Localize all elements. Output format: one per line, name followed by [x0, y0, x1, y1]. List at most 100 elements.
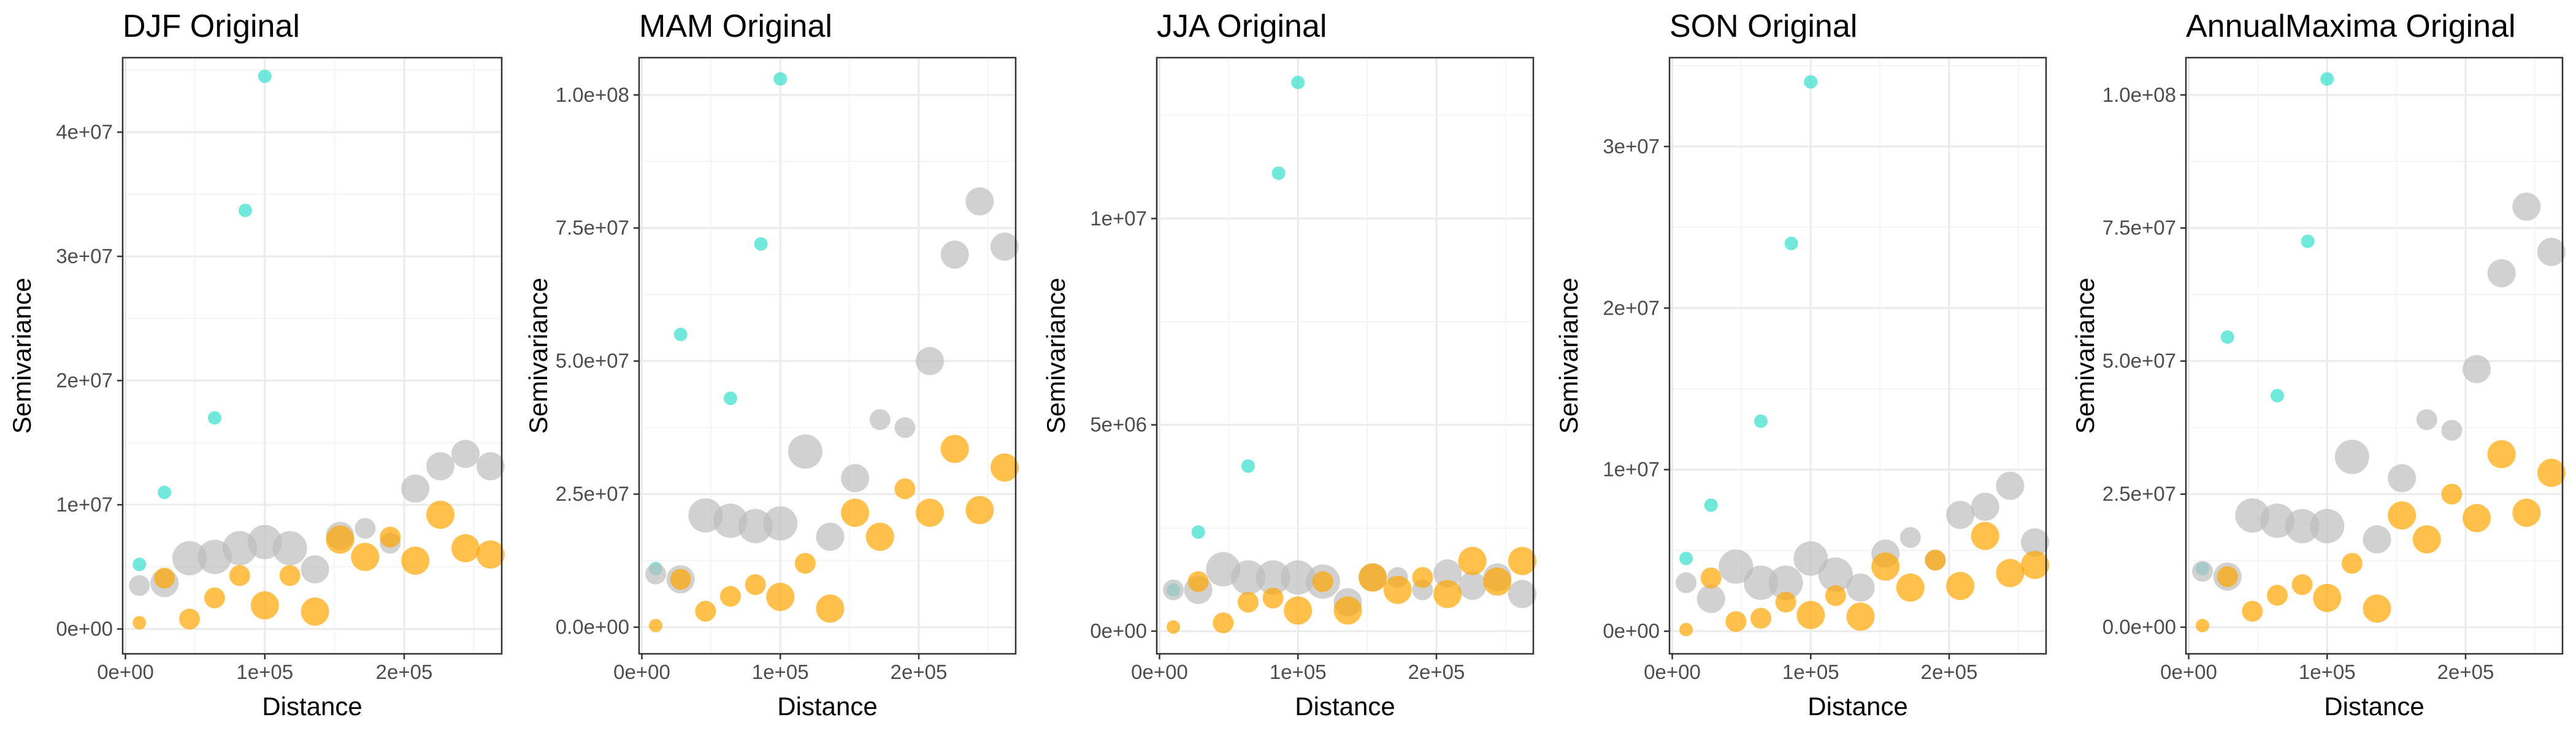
data-point [816, 594, 845, 623]
x-tick-label: 2e+05 [2437, 661, 2494, 683]
data-point [1775, 591, 1796, 613]
data-point [865, 523, 894, 551]
data-point [451, 534, 480, 562]
data-point [2363, 594, 2391, 623]
data-point [673, 328, 688, 342]
data-point [1846, 573, 1875, 602]
data-point [2301, 234, 2315, 248]
data-point [401, 474, 430, 503]
data-point [1996, 559, 2025, 588]
data-point [476, 540, 505, 569]
data-point [965, 496, 994, 524]
x-tick-label: 2e+05 [891, 661, 948, 683]
data-point [1899, 527, 1921, 548]
y-tick-label: 7.5e+07 [556, 217, 629, 239]
y-axis-label: Semivariance [2071, 278, 2099, 434]
x-axis-label: Distance [2324, 692, 2424, 721]
data-point [1271, 166, 1286, 180]
chart-title: AnnualMaxima Original [2186, 9, 2516, 44]
data-point [1458, 546, 1487, 575]
data-point [2020, 528, 2049, 557]
data-point [1213, 612, 1234, 634]
x-axis-label: Distance [1807, 692, 1907, 721]
data-point [272, 531, 307, 565]
y-tick-label: 3e+07 [1603, 135, 1660, 158]
data-point [2220, 330, 2234, 344]
data-point [172, 541, 207, 576]
y-tick-label: 5.0e+07 [2103, 350, 2176, 372]
data-point [2416, 409, 2437, 431]
data-point [990, 232, 1019, 261]
data-point [916, 499, 945, 527]
data-point [2487, 440, 2516, 469]
y-tick-label: 2.5e+07 [2103, 483, 2176, 505]
data-point [1796, 600, 1825, 629]
data-point [451, 439, 480, 468]
data-point [1818, 557, 1853, 592]
y-axis-label: Semivariance [524, 278, 553, 434]
data-point [2512, 193, 2541, 221]
x-tick-label: 1e+05 [752, 661, 809, 683]
data-point [940, 240, 969, 269]
data-point [1383, 575, 1412, 604]
data-point [250, 591, 279, 620]
data-point [1508, 546, 1536, 575]
data-point [670, 569, 691, 590]
data-point [301, 555, 329, 584]
data-point [1754, 414, 1768, 428]
data-point [1768, 565, 1803, 600]
data-point [207, 411, 221, 425]
data-point [1846, 602, 1875, 631]
data-point [2285, 508, 2320, 543]
data-point [2334, 439, 2369, 474]
data-point [645, 563, 667, 585]
y-tick-label: 2e+07 [56, 369, 113, 392]
data-point [2537, 458, 2566, 487]
y-tick-label: 0e+00 [1090, 619, 1147, 642]
chart-title: MAM Original [639, 9, 832, 44]
data-point [2441, 420, 2463, 441]
data-point [1679, 623, 1693, 637]
data-point [1700, 567, 1722, 589]
data-point [2537, 237, 2566, 266]
data-point [1676, 572, 1697, 594]
y-tick-label: 4e+07 [56, 121, 113, 144]
scatter-panel: 0e+00 1e+05 2e+05 0e+00 1e+07 2e+07 3e+07 4e+07… [7, 9, 505, 721]
data-point [2512, 499, 2541, 527]
x-tick-label: 1e+05 [1270, 661, 1327, 683]
panel-border [2185, 56, 2564, 655]
data-point [738, 508, 773, 543]
y-axis-label: Semivariance [1041, 278, 1070, 434]
data-point [2313, 583, 2342, 612]
data-point [1255, 560, 1290, 595]
data-point [2412, 525, 2441, 554]
data-point [649, 619, 663, 633]
plot-background [639, 58, 1016, 654]
y-tick-label: 2.5e+07 [556, 483, 629, 505]
data-point [1871, 552, 1900, 581]
data-point [773, 72, 788, 86]
data-point [1241, 459, 1255, 473]
scatter-panel: 0e+00 1e+05 2e+05 0.0e+00 2.5e+07 5.0e+07 7.5e… [2071, 9, 2566, 721]
y-tick-label: 5.0e+07 [556, 350, 629, 372]
data-point [1725, 611, 1747, 632]
data-point [1679, 551, 1693, 565]
y-tick-label: 0e+00 [56, 618, 113, 640]
y-tick-label: 3e+07 [56, 245, 113, 267]
x-tick-label: 0e+00 [1644, 661, 1701, 683]
data-point [355, 518, 376, 539]
data-point [132, 558, 147, 572]
data-point [723, 391, 737, 405]
data-point [763, 506, 798, 541]
data-point [1804, 75, 1818, 89]
data-point [1359, 563, 1387, 592]
x-tick-label: 2e+05 [376, 661, 433, 683]
x-tick-label: 2e+05 [1408, 661, 1465, 683]
y-tick-label: 2e+07 [1603, 296, 1660, 319]
x-axis-label: Distance [1295, 692, 1395, 721]
y-tick-label: 1.0e+08 [556, 83, 629, 106]
data-point [351, 543, 380, 572]
data-point [1433, 580, 1462, 608]
data-point [1704, 498, 1718, 512]
